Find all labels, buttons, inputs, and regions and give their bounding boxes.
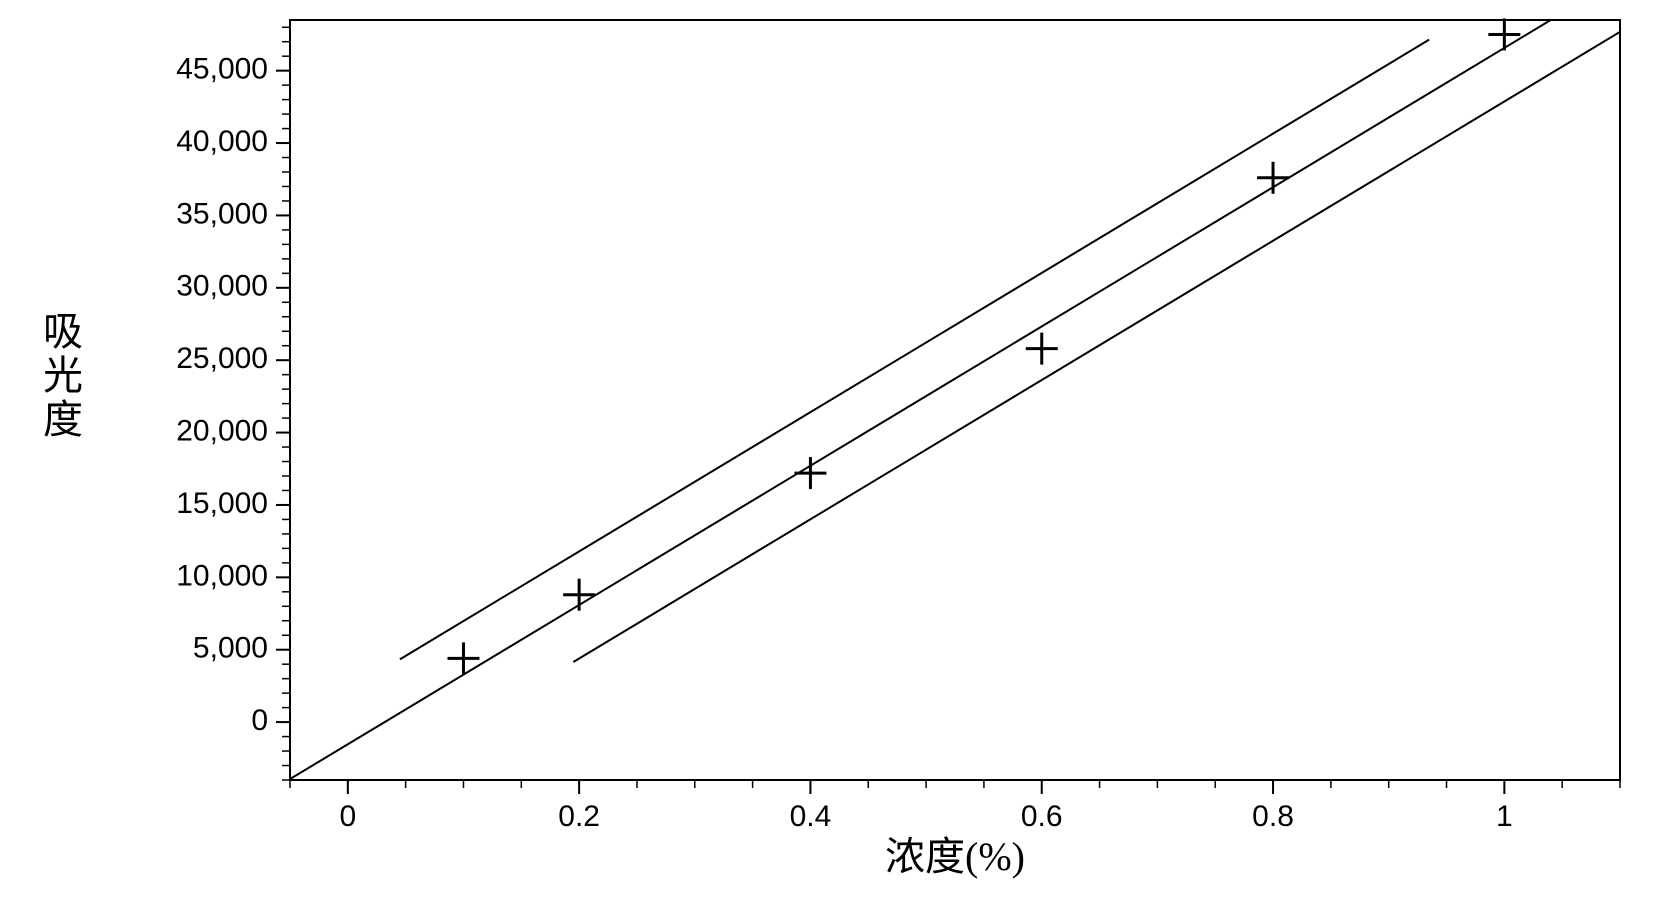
y-tick-label: 10,000 [176,559,268,592]
y-tick-label: 5,000 [193,632,268,665]
y-tick-label: 25,000 [176,342,268,375]
x-tick-label: 0 [339,800,356,833]
x-tick-label: 0.8 [1252,800,1294,833]
chart-container: 0 5,000 10,000 15,000 20,000 25,000 30,000 35,0… [0,0,1661,909]
y-tick-label: 0 [251,704,268,737]
y-tick-label: 45,000 [176,53,268,86]
x-axis-label: 浓度(%) [885,834,1025,879]
y-tick-label: 15,000 [176,487,268,520]
y-tick-label: 40,000 [176,125,268,158]
plot-border [290,20,1620,780]
x-tick-label: 0.6 [1021,800,1063,833]
x-tick-label: 1 [1496,800,1513,833]
y-tick-label: 30,000 [176,270,268,303]
calibration-chart: 0 5,000 10,000 15,000 20,000 25,000 30,000 35,0… [0,0,1661,909]
y-tick-label: 35,000 [176,197,268,230]
x-tick-label: 0.2 [558,800,600,833]
y-axis-label: 吸光度 [30,310,88,442]
x-tick-label: 0.4 [790,800,832,833]
y-tick-label: 20,000 [176,414,268,447]
